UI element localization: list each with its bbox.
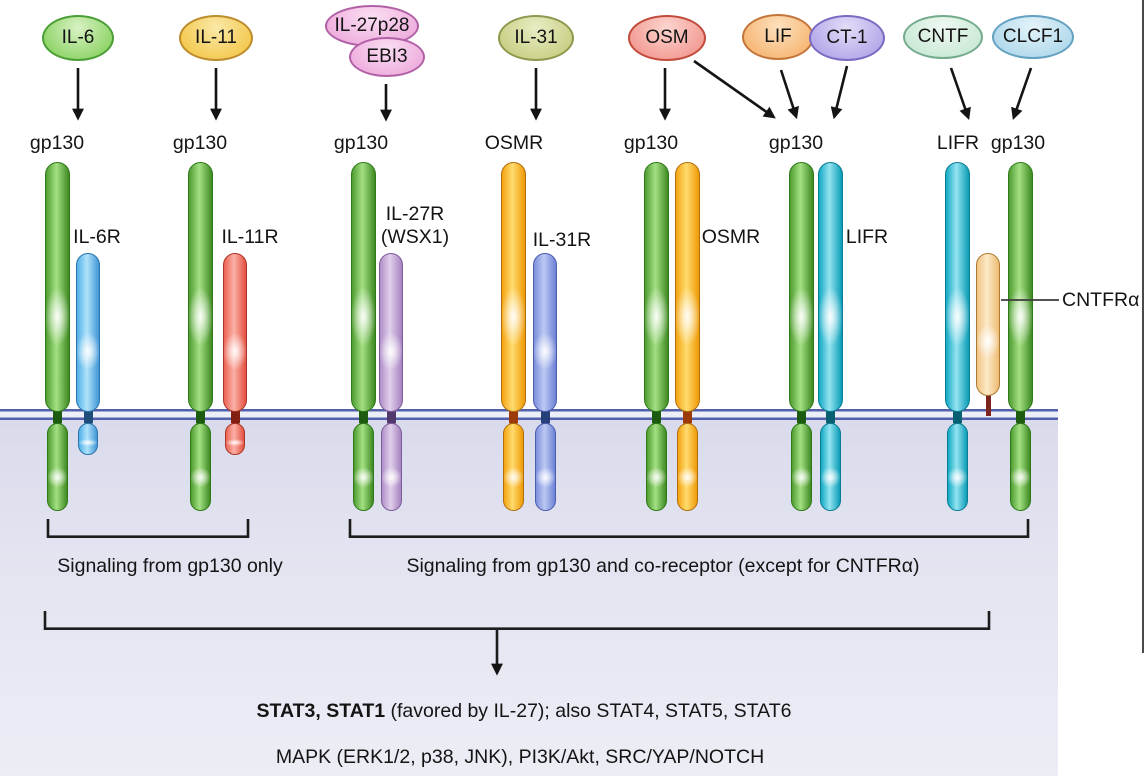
label-il27r-wsx1: IL-27R (WSX1) — [381, 203, 449, 249]
gp130-6-intracellular-tail — [790, 423, 812, 511]
receptor-gp130-2-extracellular — [187, 162, 213, 412]
tm-neck-osmr-4 — [508, 402, 518, 424]
tm-neck-lifr-7 — [952, 402, 962, 424]
arrow-clcf1-down — [1011, 67, 1033, 121]
caption-gp130-co-receptor: Signaling from gp130 and co-receptor (ex… — [406, 555, 920, 577]
tm-neck-gp130-6 — [796, 402, 806, 424]
gp130-3-intracellular-tail — [352, 423, 374, 511]
arrow-cntf-down — [949, 67, 971, 121]
lifr-7-intracellular-tail — [946, 423, 968, 511]
label-osmr-complex5: OSMR — [701, 226, 761, 248]
label-gp130-complex5: gp130 — [623, 132, 679, 154]
cytokine-clcf1: CLCF1 — [992, 15, 1074, 59]
tm-neck-il11r — [230, 402, 240, 424]
label-lifr-complex6: LIFR — [845, 226, 889, 248]
cytokine-label: CNTF — [917, 26, 969, 47]
outcome-line1-bold: STAT3, STAT1 — [256, 700, 386, 722]
cytokine-label: IL-31 — [514, 27, 558, 48]
lifr-6-intracellular-tail — [819, 423, 841, 511]
label-gp130-complex3: gp130 — [333, 132, 389, 154]
cytokine-il-11: IL-11 — [179, 15, 253, 61]
gp130-2-intracellular-tail — [189, 423, 211, 511]
receptor-gp130-6-extracellular — [788, 162, 814, 412]
cytokine-label: CLCF1 — [1002, 26, 1064, 47]
label-il31r: IL-31R — [532, 229, 592, 251]
tm-neck-gp130-7 — [1015, 402, 1025, 424]
il11r-intracellular-stub — [225, 423, 245, 455]
il27r-intracellular-tail — [380, 423, 402, 511]
gp130-7-intracellular-tail — [1009, 423, 1031, 511]
cntfr-alpha-anchor-stem — [985, 394, 991, 416]
cytokine-label: IL-11 — [195, 27, 237, 48]
il31r-intracellular-tail — [534, 423, 556, 511]
receptor-il11r-extracellular — [223, 253, 247, 412]
gp130-5-intracellular-tail — [645, 423, 667, 511]
label-gp130-complex7: gp130 — [990, 132, 1046, 154]
outcome-line2: MAPK (ERK1/2, p38, JNK), PI3K/Akt, SRC/Y… — [275, 746, 765, 768]
label-lifr-complex7: LIFR — [936, 132, 980, 154]
receptor-gp130-1-extracellular — [44, 162, 70, 412]
cytokine-label: LIF — [764, 26, 792, 47]
cytokine-label: EBI3 — [366, 46, 408, 67]
caption-gp130-only: Signaling from gp130 only — [57, 555, 283, 577]
receptor-lifr-6-extracellular — [817, 162, 843, 412]
tm-neck-gp130-5 — [651, 402, 661, 424]
tm-neck-il27r — [386, 402, 396, 424]
cytokine-cntf: CNTF — [903, 15, 983, 59]
cytokine-lif: LIF — [742, 14, 814, 60]
tm-neck-gp130-3 — [358, 402, 368, 424]
tm-neck-lifr-6 — [825, 402, 835, 424]
receptor-gp130-5-extracellular — [643, 162, 669, 412]
osmr-5-intracellular-tail — [676, 423, 698, 511]
tm-neck-osmr-5 — [682, 402, 692, 424]
tm-neck-gp130-2 — [195, 402, 205, 424]
tm-neck-gp130-1 — [52, 402, 62, 424]
receptor-il31r-extracellular — [533, 253, 557, 412]
figure-right-border — [1142, 0, 1145, 653]
cytokine-il-6: IL-6 — [42, 15, 114, 61]
outcome-line1: STAT3, STAT1 (favored by IL-27); also ST… — [257, 700, 792, 723]
cytokine-il-31: IL-31 — [498, 15, 574, 61]
cytoplasm-region — [0, 410, 1058, 776]
arrow-lif-down — [779, 69, 799, 120]
cytokine-label: IL-6 — [61, 27, 95, 48]
cytokine-ct-1: CT-1 — [809, 15, 885, 61]
label-cntfr-alpha: CNTFRα — [1062, 289, 1140, 311]
label-il6r: IL-6R — [73, 226, 121, 248]
osmr-4-intracellular-tail — [502, 423, 524, 511]
gp130-1-intracellular-tail — [46, 423, 68, 511]
il6r-intracellular-stub — [78, 423, 98, 455]
plasma-membrane — [0, 409, 1058, 420]
label-il27r-line1: IL-27R — [385, 203, 445, 225]
label-il27r-line2: (WSX1) — [380, 226, 450, 248]
receptor-il6r-extracellular — [76, 253, 100, 412]
label-gp130-complex6: gp130 — [768, 132, 824, 154]
cytokine-ebi3: EBI3 — [349, 37, 425, 77]
outcome-line1-rest: (favored by IL-27); also STAT4, STAT5, S… — [385, 700, 792, 722]
cytokine-label: CT-1 — [826, 27, 868, 48]
arrow-ct1-down — [830, 65, 849, 120]
label-il11r: IL-11R — [221, 226, 279, 248]
tm-neck-il31r — [540, 402, 550, 424]
receptor-gp130-3-extracellular — [350, 162, 376, 412]
receptor-gp130-7-extracellular — [1007, 162, 1033, 412]
cytokine-osm: OSM — [628, 15, 706, 61]
cytokine-label: IL-27p28 — [334, 15, 410, 36]
label-osmr-complex4: OSMR — [484, 132, 544, 154]
receptor-lifr-7-extracellular — [944, 162, 970, 412]
receptor-cntfr-alpha — [976, 253, 1000, 396]
arrow-osm-diagonal — [693, 59, 776, 119]
receptor-osmr-4-extracellular — [500, 162, 526, 412]
label-gp130-complex2: gp130 — [172, 132, 228, 154]
cytokine-label: OSM — [645, 27, 689, 48]
tm-neck-il6r — [83, 402, 93, 424]
receptor-osmr-5-extracellular — [674, 162, 700, 412]
receptor-il27r-extracellular — [379, 253, 403, 412]
label-gp130-complex1: gp130 — [29, 132, 85, 154]
